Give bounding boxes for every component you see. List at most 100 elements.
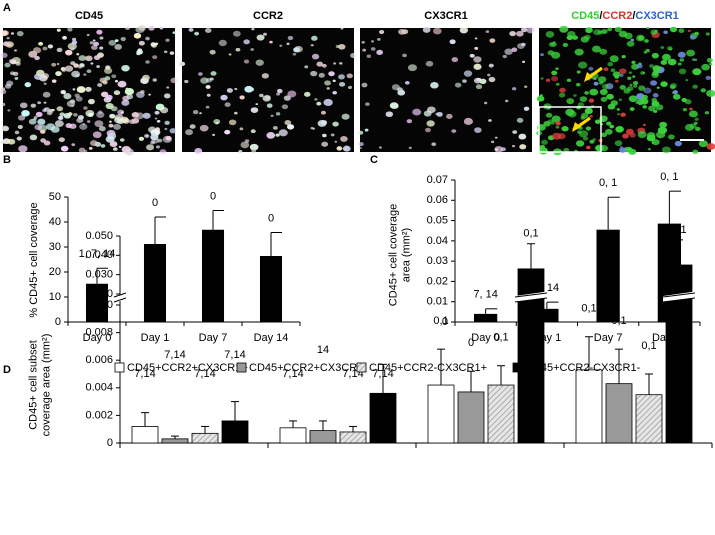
cell (145, 36, 150, 41)
cell (286, 124, 295, 130)
cell (204, 27, 212, 34)
cell (512, 87, 517, 91)
cell (58, 137, 65, 143)
cell (96, 29, 103, 35)
annotation: 0,1 (493, 332, 508, 344)
cell (668, 134, 675, 140)
cell (324, 80, 331, 86)
image-label: CD45 (75, 10, 103, 22)
cell (121, 99, 130, 106)
cell (121, 146, 131, 154)
cell (32, 47, 42, 54)
cell (240, 141, 250, 149)
cell (660, 46, 665, 49)
cell (220, 94, 228, 101)
cell (256, 34, 265, 41)
cell (551, 121, 555, 125)
cell (89, 41, 94, 45)
cell (588, 98, 595, 103)
cell (155, 42, 159, 46)
cell (637, 131, 647, 139)
y-tick-label: 0.010 (85, 299, 113, 311)
cell (451, 57, 459, 63)
cell (165, 38, 170, 42)
cell (669, 26, 678, 33)
cell (485, 30, 490, 33)
axis-break-line (514, 292, 548, 298)
annotation: 7,14 (134, 368, 155, 380)
y-tick-label: 0.04 (427, 235, 448, 247)
cell (594, 119, 601, 124)
cell (338, 81, 346, 87)
y-tick-label: 0 (442, 316, 448, 328)
cell (287, 35, 294, 41)
cell (66, 100, 76, 107)
merge-label-part: / (599, 10, 602, 22)
cell (620, 112, 626, 117)
cell (317, 119, 327, 127)
cell (3, 41, 10, 47)
cell (14, 130, 20, 135)
cell (75, 73, 80, 78)
cell (705, 32, 710, 36)
y-tick-label: 40 (49, 216, 61, 228)
cell (402, 53, 407, 58)
cell (77, 115, 84, 120)
cell (14, 49, 17, 52)
bar (487, 384, 515, 444)
cell (489, 38, 496, 43)
legend-label: CD45+CCR2-CX3CR1+ (369, 362, 487, 374)
cell (28, 118, 37, 125)
cell (33, 117, 37, 121)
cell (104, 67, 113, 74)
cell (688, 107, 693, 111)
y-tick-label: 0.07 (427, 174, 448, 186)
cell (286, 42, 290, 46)
cell (16, 136, 22, 141)
cell (692, 68, 702, 76)
cell (92, 39, 96, 42)
cell (573, 94, 577, 97)
cell (0, 89, 7, 95)
cell (451, 129, 457, 133)
cell (407, 64, 418, 72)
cell (629, 107, 635, 111)
cell (603, 89, 608, 92)
cell (599, 48, 608, 55)
cell (209, 77, 214, 81)
cell (555, 82, 560, 86)
cell (642, 105, 647, 109)
annotation: 14 (317, 344, 329, 356)
cell (159, 26, 164, 30)
cell (660, 81, 668, 87)
cell (154, 110, 160, 115)
cell (276, 92, 281, 96)
cell (169, 51, 175, 55)
y-tick-label: 0.03 (427, 255, 448, 267)
bar (143, 244, 167, 322)
cell (609, 55, 619, 63)
cell (155, 127, 160, 131)
cell (545, 78, 551, 82)
cell (661, 53, 671, 61)
cell (120, 116, 129, 123)
cell (649, 64, 654, 68)
cell (96, 65, 100, 68)
cell (361, 40, 365, 44)
cell (194, 31, 200, 36)
cell (607, 27, 613, 32)
cell (233, 30, 241, 37)
cell (262, 95, 271, 102)
y-tick-label: 0.01 (427, 296, 448, 308)
cell (143, 133, 150, 139)
cell (577, 130, 582, 134)
cell (88, 112, 94, 117)
cell (284, 120, 292, 126)
y-tick-label: 0.002 (85, 409, 113, 421)
cell (318, 72, 325, 78)
cell (87, 98, 95, 105)
cell (494, 146, 504, 153)
cell (589, 88, 599, 96)
cell (670, 85, 676, 90)
y-tick-label: 0.008 (85, 327, 113, 339)
